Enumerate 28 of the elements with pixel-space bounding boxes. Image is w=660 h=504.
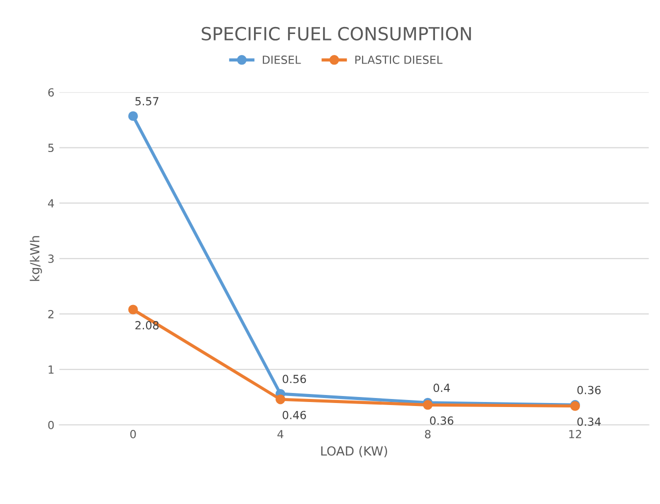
y-tick-label: 2 — [48, 310, 54, 318]
x-tick-label: 12 — [569, 430, 582, 438]
data-label: 2.08 — [135, 321, 159, 330]
chart-title: SPECIFIC FUEL CONSUMPTION — [202, 26, 471, 41]
data-label: 0.56 — [282, 374, 306, 384]
data-label: 0.46 — [282, 410, 306, 420]
x-tick-label: 0 — [130, 430, 136, 438]
y-tick-label: 0 — [48, 420, 54, 430]
y-tick-label: 5 — [48, 144, 54, 152]
data-label: 0.36 — [430, 416, 454, 425]
y-axis-title: kg/kWh — [30, 236, 42, 281]
point — [422, 400, 433, 410]
data-label: 0.34 — [577, 418, 601, 426]
x-tick-label: 4 — [277, 430, 284, 438]
legend-label: PLASTIC DIESEL — [355, 56, 442, 64]
y-tick-label: 1 — [48, 366, 54, 374]
legend-label: DIESEL — [262, 56, 301, 64]
data-label: 0.4 — [434, 384, 450, 392]
x-axis-title: LOAD (KW) — [321, 446, 388, 458]
point — [128, 111, 138, 121]
y-tick-label: 4 — [48, 199, 54, 208]
data-label: 0.36 — [577, 386, 601, 394]
y-tick-label: 3 — [48, 254, 54, 263]
y-tick-label: 6 — [48, 88, 54, 97]
point — [276, 394, 286, 404]
point — [128, 304, 138, 314]
x-tick-label: 8 — [424, 430, 431, 438]
data-label: 5.57 — [135, 97, 158, 106]
